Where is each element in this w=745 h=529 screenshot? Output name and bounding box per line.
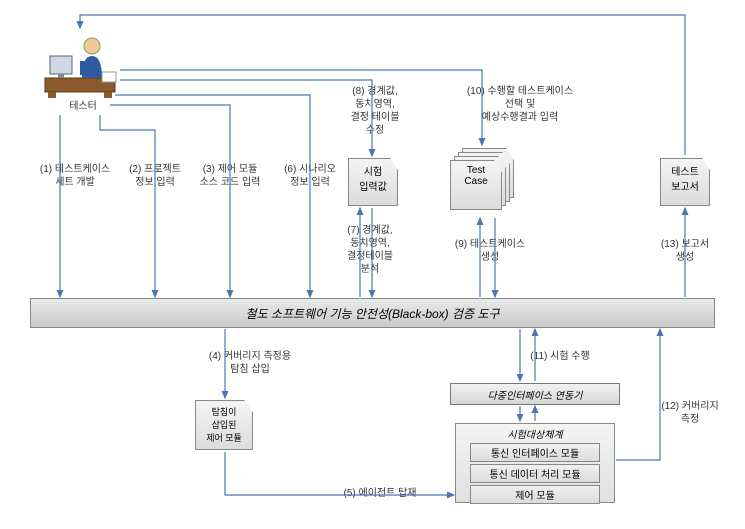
module-3: 제어 모듈 [470,485,600,504]
test-case-stack: Test Case [450,148,522,216]
test-report-text: 테스트 보고서 [671,167,699,193]
module-2: 통신 데이터 처리 모듈 [470,464,600,483]
label-10: (10) 수행할 테스트케이스 선택 및 예상수행결과 입력 [450,85,590,124]
label-4: (4) 커버리지 측정용 탐침 삽입 [190,350,310,376]
label-9: (9) 테스트케이스 생성 [440,238,540,264]
label-1: (1) 테스트케이스 세트 개발 [30,163,120,189]
label-3: (3) 제어 모듈 소스 코드 입력 [190,163,270,189]
main-tool-text: 철도 소프트웨어 기능 안전성(Black-box) 검증 도구 [246,305,500,322]
target-system-box: 시험대상체계 통신 인터페이스 모듈 통신 데이터 처리 모듈 제어 모듈 [455,423,615,503]
label-13: (13) 보고서 생성 [650,238,720,264]
multi-interface-text: 다중인터페이스 연동기 [488,387,583,402]
target-system-title: 시험대상체계 [456,426,614,441]
module-1: 통신 인터페이스 모듈 [470,443,600,462]
tester-label: 테스터 [58,100,108,113]
probe-module-text: 탐침이 삽입된 제어 모듈 [206,407,242,443]
tester-icon [40,28,120,98]
test-input-text: 시험 입력값 [359,167,387,193]
label-8: (8) 경계값, 동치영역, 결정 테이블 수정 [335,85,415,137]
label-12: (12) 커버리지 측정 [650,400,730,426]
label-6: (6) 시나리오 정보 입력 [275,163,345,189]
label-2: (2) 프로젝트 정보 입력 [120,163,190,189]
main-tool-bar: 철도 소프트웨어 기능 안전성(Black-box) 검증 도구 [30,298,715,328]
probe-module-note: 탐침이 삽입된 제어 모듈 [195,400,253,450]
label-11: (11) 시험 수행 [520,350,600,363]
multi-interface-box: 다중인터페이스 연동기 [450,383,620,405]
label-5: (5) 에이전트 탑재 [330,487,430,500]
test-report-note: 테스트 보고서 [660,158,710,206]
test-case-text: Test Case [464,165,487,187]
test-input-note: 시험 입력값 [348,158,398,206]
label-7: (7) 경계값, 동치영역, 결정테이블 분석 [330,224,410,276]
